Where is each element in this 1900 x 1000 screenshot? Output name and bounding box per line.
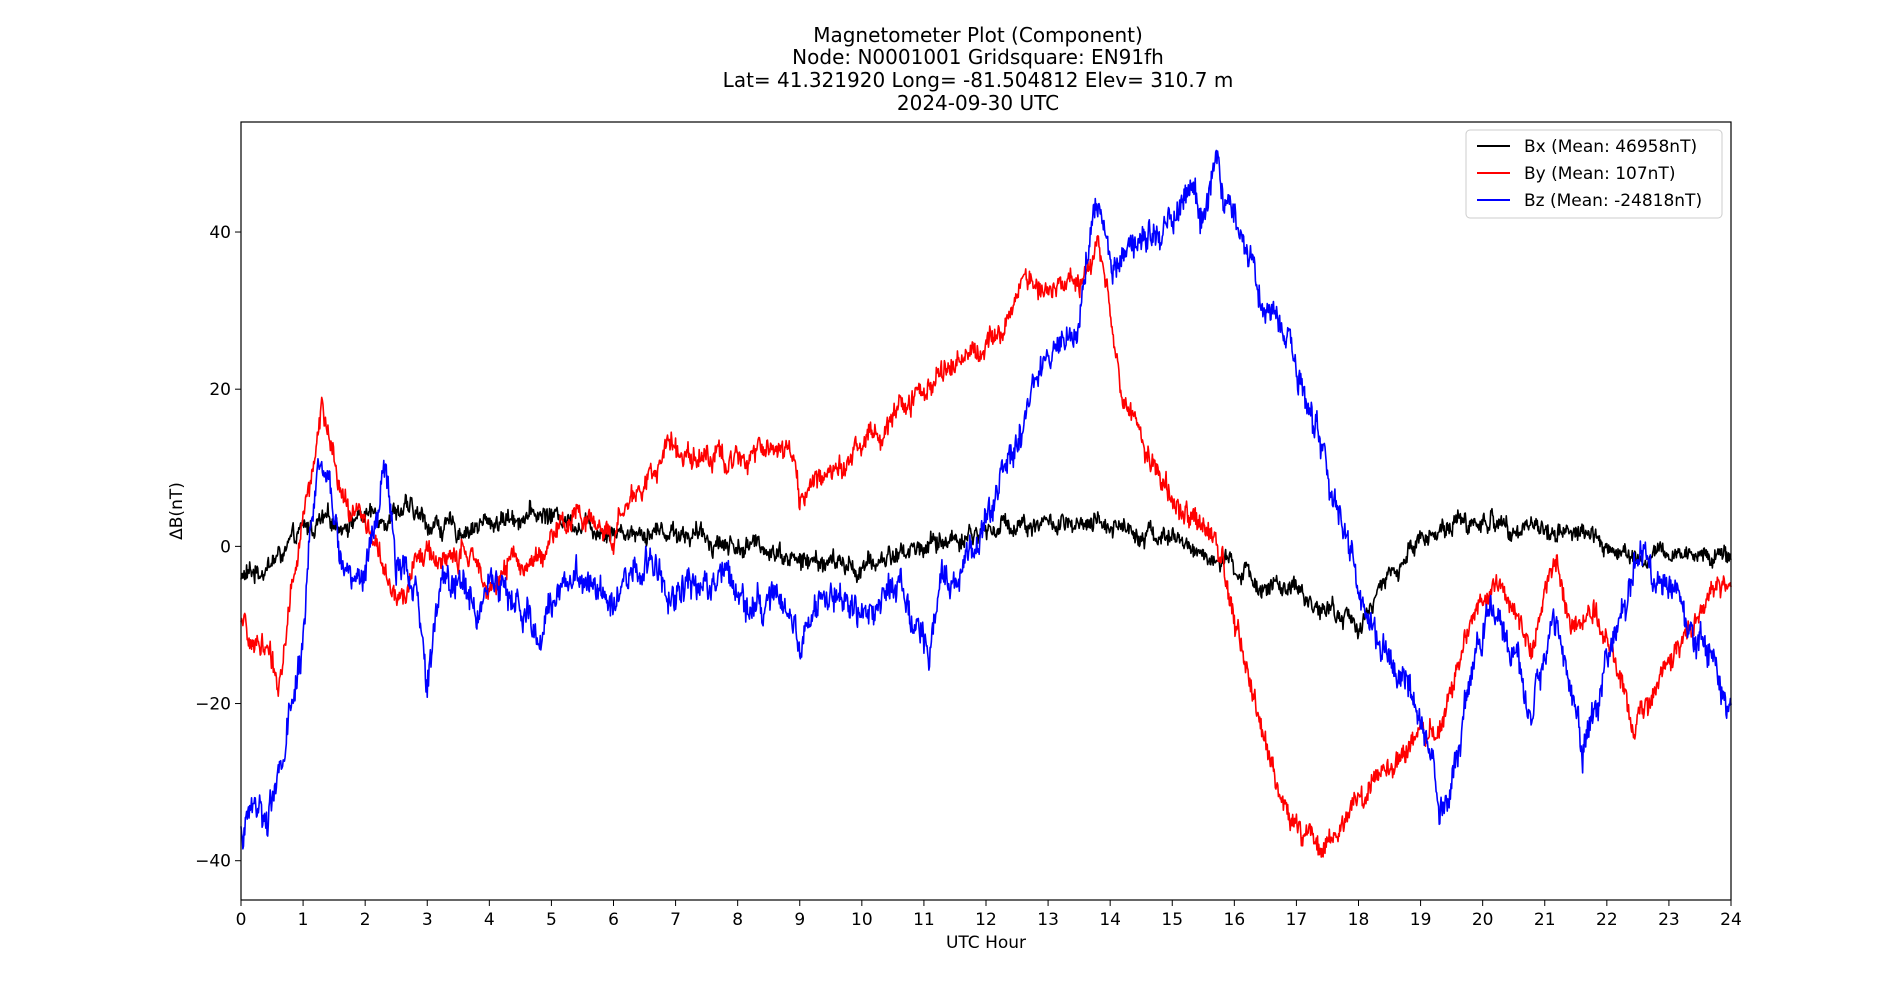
- x-tick-label: 15: [1161, 910, 1183, 930]
- title-line-2: Node: N0001001 Gridsquare: EN91fh: [792, 45, 1164, 69]
- series-line-bx: [240, 493, 1732, 640]
- x-tick-label: 23: [1658, 910, 1680, 930]
- x-tick-label: 9: [794, 910, 805, 930]
- x-tick-label: 13: [1037, 910, 1059, 930]
- x-tick-label: 17: [1286, 910, 1308, 930]
- series-line-bz: [240, 149, 1732, 850]
- title-line-1: Magnetometer Plot (Component): [813, 23, 1143, 47]
- x-tick-label: 10: [851, 910, 873, 930]
- y-tick-label: 20: [209, 380, 231, 400]
- series-line-by: [240, 235, 1732, 858]
- y-tick-label: −40: [195, 852, 231, 872]
- x-tick-label: 14: [1099, 910, 1121, 930]
- legend-label-by: By (Mean: 107nT): [1524, 164, 1675, 184]
- legend: Bx (Mean: 46958nT) By (Mean: 107nT) Bz (…: [1465, 129, 1723, 219]
- x-tick-label: 22: [1596, 910, 1618, 930]
- x-tick-label: 16: [1224, 910, 1246, 930]
- x-tick-label: 20: [1472, 910, 1494, 930]
- y-tick-label: 0: [220, 537, 231, 557]
- x-tick-label: 5: [546, 910, 557, 930]
- x-axis-label: UTC Hour: [946, 933, 1026, 953]
- legend-label-bx: Bx (Mean: 46958nT): [1524, 137, 1697, 157]
- x-tick-label: 8: [732, 910, 743, 930]
- y-axis-label: ΔB(nT): [167, 482, 187, 540]
- x-tick-label: 18: [1348, 910, 1370, 930]
- series-lines: [240, 149, 1732, 858]
- y-tick-label: −20: [195, 695, 231, 715]
- x-tick-label: 3: [422, 910, 433, 930]
- x-tick-label: 21: [1534, 910, 1556, 930]
- chart-title: Magnetometer Plot (Component) Node: N000…: [723, 23, 1234, 115]
- y-axis-ticks: −40 −20 0 20 40: [195, 223, 241, 872]
- x-tick-label: 6: [608, 910, 619, 930]
- x-tick-label: 2: [360, 910, 371, 930]
- x-tick-label: 24: [1720, 910, 1742, 930]
- legend-box: [1465, 129, 1723, 219]
- x-axis-ticks: 0 1 2 3 4 5 6 7 8 9 10 11 12 13 14 15 16 17 18 19 20 21 22 23 24: [236, 900, 1742, 930]
- x-tick-label: 12: [975, 910, 997, 930]
- title-line-4: 2024-09-30 UTC: [897, 91, 1059, 115]
- x-tick-label: 7: [670, 910, 681, 930]
- x-tick-label: 0: [236, 910, 247, 930]
- x-tick-label: 19: [1410, 910, 1432, 930]
- title-line-3: Lat= 41.321920 Long= -81.504812 Elev= 31…: [723, 68, 1234, 92]
- y-tick-label: 40: [209, 223, 231, 243]
- x-tick-label: 4: [484, 910, 495, 930]
- x-tick-label: 11: [913, 910, 935, 930]
- legend-label-bz: Bz (Mean: -24818nT): [1524, 191, 1702, 211]
- x-tick-label: 1: [298, 910, 309, 930]
